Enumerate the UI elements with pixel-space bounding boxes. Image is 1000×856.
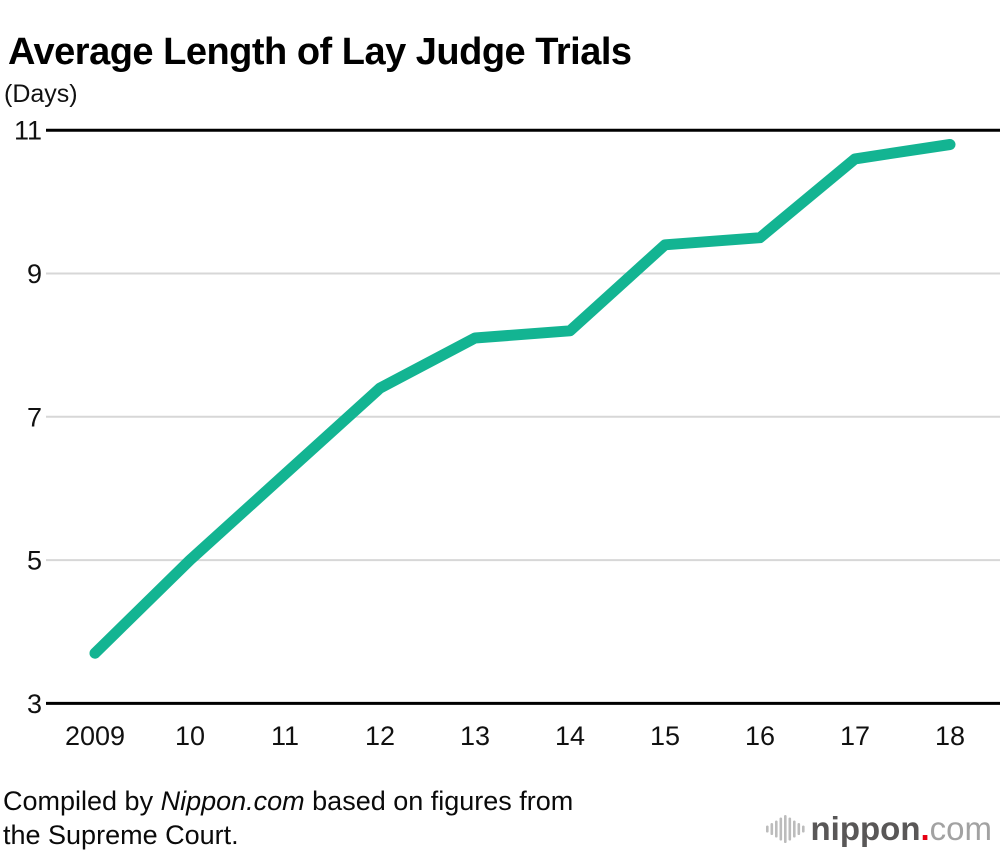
- soundwave-bar: [774, 820, 778, 838]
- x-tick-label-10: 10: [175, 721, 205, 751]
- x-tick-label-12: 12: [365, 721, 395, 751]
- y-axis-unit-label: (Days): [4, 80, 78, 108]
- soundwave-bar: [783, 815, 787, 843]
- x-tick-label-17: 17: [840, 721, 870, 751]
- soundwave-bar: [770, 823, 773, 835]
- x-tick-label-14: 14: [555, 721, 585, 751]
- logo-dot: .: [920, 810, 930, 847]
- y-tick-label-5: 5: [27, 546, 42, 576]
- nippon-logo-wordmark: nippon.com: [811, 810, 992, 848]
- caption-text-post: based on figures from: [304, 786, 574, 816]
- caption-source-name: Nippon.com: [160, 786, 305, 816]
- x-tick-label-2009: 2009: [65, 721, 125, 751]
- trend-line: [89, 139, 956, 659]
- page-title: Average Length of Lay Judge Trials: [8, 31, 632, 74]
- nippon-logo: nippon.com: [765, 810, 992, 848]
- caption-text-line2: the Supreme Court.: [3, 820, 239, 850]
- soundwave-bar: [801, 825, 805, 833]
- soundwave-bars-icon: [765, 815, 805, 843]
- x-tick-label-16: 16: [745, 721, 775, 751]
- soundwave-bar: [779, 817, 782, 841]
- soundwave-bar: [765, 825, 769, 833]
- y-tick-label-3: 3: [27, 689, 42, 719]
- trend-chart: 3 5 7 9 11 2009 10 11 12 13 14 15 16 17 18: [14, 116, 1000, 751]
- y-tick-label-11: 11: [14, 116, 42, 146]
- logo-name: nippon: [810, 810, 921, 847]
- caption-text-pre: Compiled by: [3, 786, 161, 816]
- y-tick-label-9: 9: [27, 259, 42, 289]
- soundwave-bar: [788, 817, 791, 841]
- soundwave-bar: [797, 823, 800, 835]
- x-tick-label-18: 18: [935, 721, 965, 751]
- x-tick-label-13: 13: [460, 721, 490, 751]
- source-caption: Compiled by Nippon.com based on figures …: [3, 784, 643, 852]
- x-tick-label-11: 11: [271, 721, 299, 751]
- logo-tld: com: [929, 810, 992, 847]
- soundwave-bar: [792, 820, 796, 838]
- x-tick-label-15: 15: [650, 721, 680, 751]
- y-tick-label-7: 7: [27, 402, 42, 432]
